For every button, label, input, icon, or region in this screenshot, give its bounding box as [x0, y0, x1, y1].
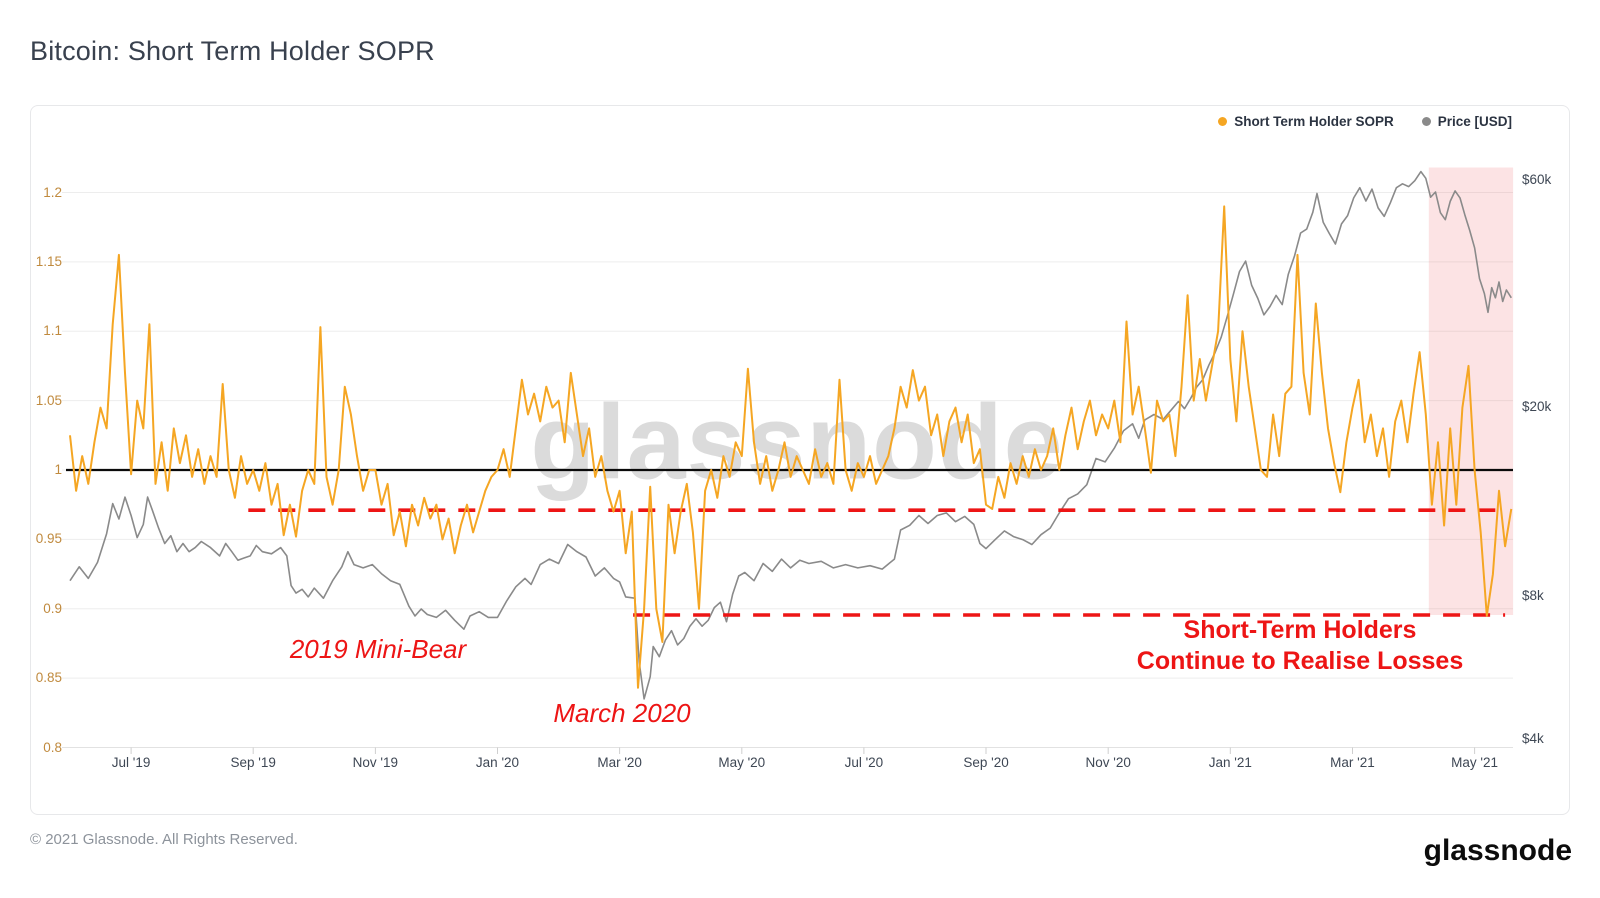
x-tick-label: May '21 — [1451, 755, 1499, 770]
annotation-2019-mini-bear: 2019 Mini-Bear — [289, 634, 467, 664]
y-right-tick-label: $20k — [1522, 398, 1552, 414]
legend-label: Price [USD] — [1437, 114, 1512, 129]
y-left-tick-label: 0.8 — [43, 739, 62, 755]
y-left-tick-label: 1.1 — [43, 323, 62, 339]
x-tick-label: Jan '21 — [1208, 755, 1252, 770]
annotation-losses-line1: Short-Term Holders — [1183, 616, 1417, 644]
legend-dot-icon — [1218, 117, 1228, 126]
legend-item-price-usd-[interactable]: Price [USD] — [1421, 114, 1512, 129]
footer-copyright: © 2021 Glassnode. All Rights Reserved. — [30, 831, 298, 848]
y-left-tick-label: 0.85 — [35, 670, 62, 686]
legend: Short Term Holder SOPR Price [USD] — [1218, 114, 1512, 129]
annotation-march-2020: March 2020 — [553, 698, 691, 728]
y-left-tick-label: 1.05 — [35, 392, 62, 408]
y-left-tick-label: 1.15 — [35, 253, 62, 269]
x-tick-label: Nov '20 — [1085, 755, 1131, 770]
x-tick-label: Jul '20 — [844, 755, 884, 770]
x-tick-label: Mar '21 — [1330, 755, 1375, 770]
annotation-short-term-holders-losses: Short-Term Holders Continue to Realise L… — [1137, 615, 1463, 677]
y-right-tick-label: $8k — [1522, 587, 1544, 603]
y-right-tick-label: $60k — [1522, 172, 1552, 187]
chart-title: Bitcoin: Short Term Holder SOPR — [30, 36, 435, 66]
y-left-tick-label: 0.9 — [43, 600, 62, 616]
x-tick-label: Nov '19 — [352, 755, 399, 770]
glassnode-logo: glassnode — [1423, 834, 1572, 867]
y-left-tick-label: 0.95 — [35, 531, 62, 547]
y-right-tick-label: $4k — [1522, 730, 1544, 746]
x-tick-label: May '20 — [718, 755, 766, 770]
x-tick-label: Jul '19 — [111, 755, 151, 770]
x-tick-label: Jan '20 — [475, 755, 520, 770]
y-left-tick-label: 1 — [54, 462, 62, 477]
y-left-tick-label: 1.2 — [43, 184, 62, 200]
legend-item-short-term-holder-sopr[interactable]: Short Term Holder SOPR — [1218, 114, 1394, 129]
x-tick-label: Sep '19 — [230, 755, 276, 770]
annotation-losses-line2: Continue to Realise Losses — [1136, 647, 1464, 675]
glassnode-watermark: glassnode — [530, 383, 1064, 502]
legend-dot-icon — [1421, 117, 1431, 126]
legend-label: Short Term Holder SOPR — [1234, 114, 1394, 129]
x-tick-label: Mar '20 — [597, 755, 642, 770]
x-tick-label: Sep '20 — [963, 755, 1009, 770]
